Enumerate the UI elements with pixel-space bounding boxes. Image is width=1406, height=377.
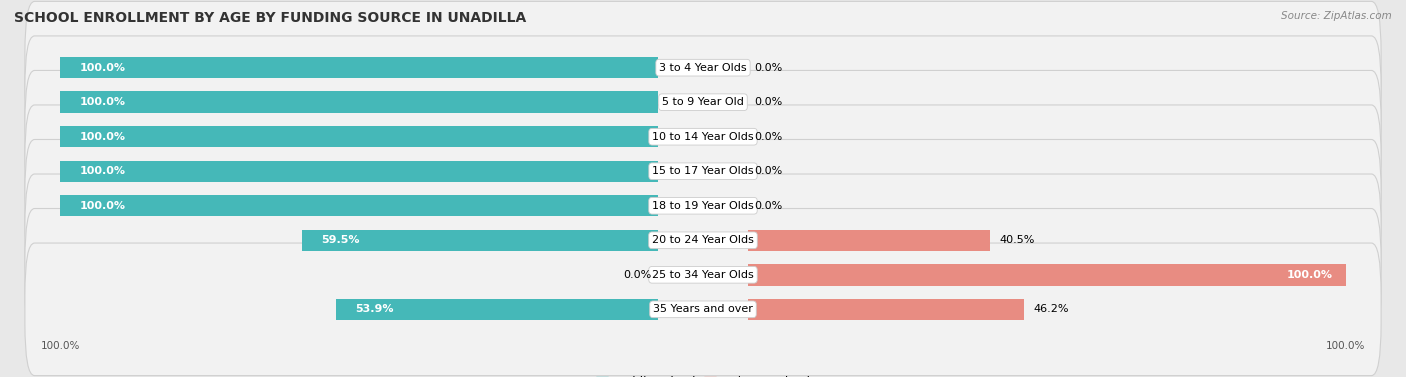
Text: 3 to 4 Year Olds: 3 to 4 Year Olds — [659, 63, 747, 73]
Text: 100.0%: 100.0% — [80, 201, 125, 211]
Bar — [748, 299, 1024, 320]
Text: 0.0%: 0.0% — [755, 132, 783, 142]
Text: 40.5%: 40.5% — [1000, 235, 1035, 245]
FancyBboxPatch shape — [25, 174, 1381, 307]
Text: 5 to 9 Year Old: 5 to 9 Year Old — [662, 97, 744, 107]
FancyBboxPatch shape — [25, 139, 1381, 272]
Text: 10 to 14 Year Olds: 10 to 14 Year Olds — [652, 132, 754, 142]
Text: SCHOOL ENROLLMENT BY AGE BY FUNDING SOURCE IN UNADILLA: SCHOOL ENROLLMENT BY AGE BY FUNDING SOUR… — [14, 11, 526, 25]
Bar — [60, 195, 658, 216]
Bar — [336, 299, 658, 320]
Text: 53.9%: 53.9% — [356, 304, 394, 314]
FancyBboxPatch shape — [25, 2, 1381, 134]
Text: 35 Years and over: 35 Years and over — [652, 304, 754, 314]
Text: 25 to 34 Year Olds: 25 to 34 Year Olds — [652, 270, 754, 280]
FancyBboxPatch shape — [25, 243, 1381, 375]
Text: 0.0%: 0.0% — [755, 166, 783, 176]
Text: 100.0%: 100.0% — [80, 166, 125, 176]
Bar — [60, 126, 658, 147]
Text: 100.0%: 100.0% — [80, 132, 125, 142]
Text: 0.0%: 0.0% — [755, 201, 783, 211]
Bar — [60, 161, 658, 182]
Bar — [748, 264, 1346, 285]
Legend: Public School, Private School: Public School, Private School — [596, 376, 810, 377]
Text: 0.0%: 0.0% — [755, 97, 783, 107]
FancyBboxPatch shape — [25, 208, 1381, 341]
Text: 0.0%: 0.0% — [623, 270, 651, 280]
Text: 20 to 24 Year Olds: 20 to 24 Year Olds — [652, 235, 754, 245]
FancyBboxPatch shape — [25, 36, 1381, 169]
Text: 15 to 17 Year Olds: 15 to 17 Year Olds — [652, 166, 754, 176]
Text: Source: ZipAtlas.com: Source: ZipAtlas.com — [1281, 11, 1392, 21]
Text: 18 to 19 Year Olds: 18 to 19 Year Olds — [652, 201, 754, 211]
Text: 100.0%: 100.0% — [80, 97, 125, 107]
FancyBboxPatch shape — [25, 70, 1381, 203]
Text: 0.0%: 0.0% — [755, 63, 783, 73]
Bar — [60, 92, 658, 113]
Text: 100.0%: 100.0% — [80, 63, 125, 73]
Bar — [302, 230, 658, 251]
Text: 59.5%: 59.5% — [322, 235, 360, 245]
FancyBboxPatch shape — [25, 105, 1381, 238]
Text: 46.2%: 46.2% — [1033, 304, 1070, 314]
Bar — [60, 57, 658, 78]
Bar — [748, 230, 990, 251]
Text: 100.0%: 100.0% — [1286, 270, 1333, 280]
